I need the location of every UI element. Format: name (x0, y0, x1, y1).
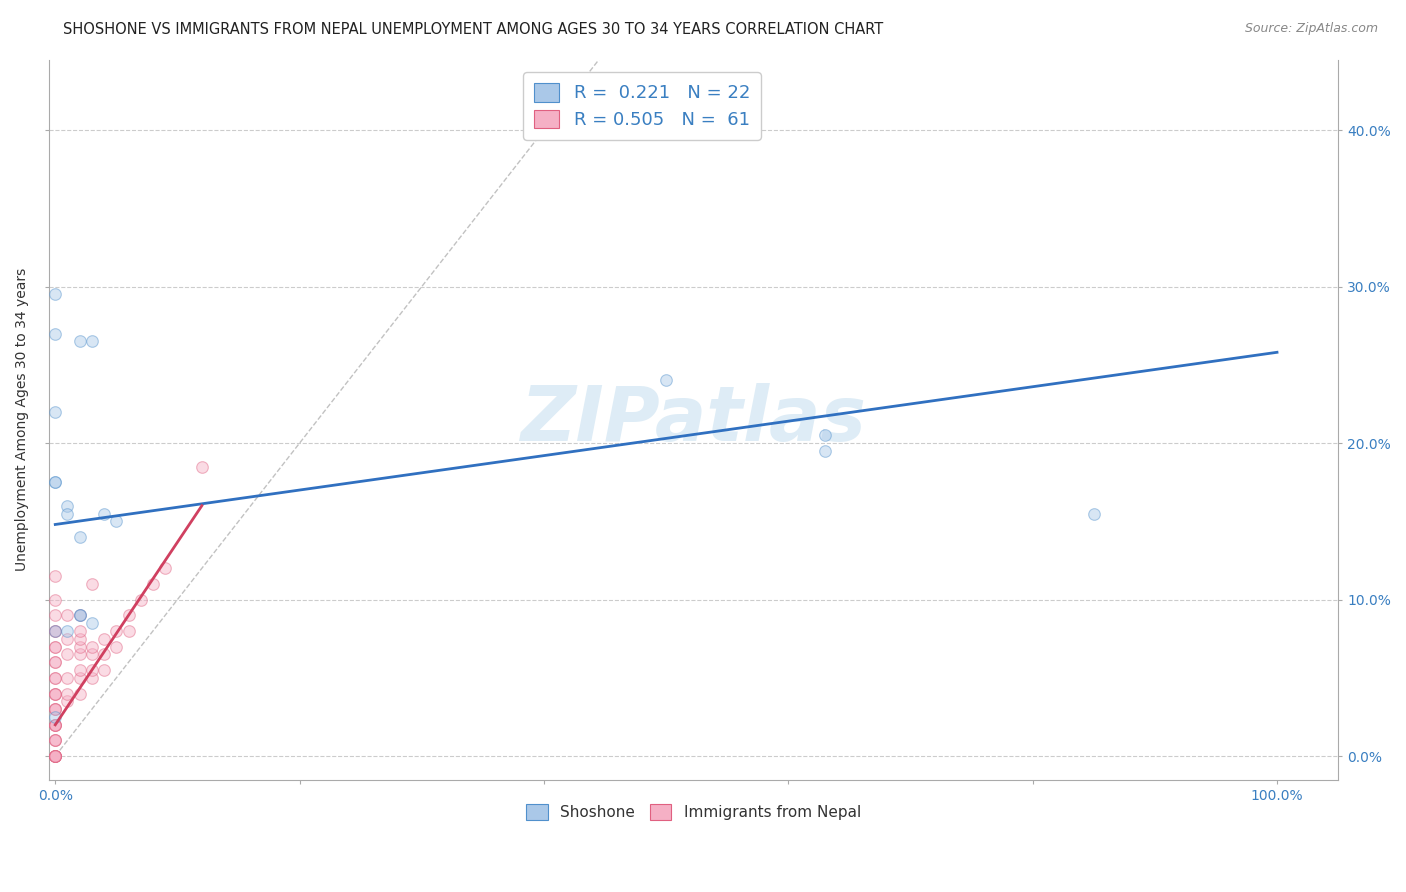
Point (69, 671, 91, 685)
Point (44, 702, 66, 716)
Point (93, 632, 115, 646)
Point (44, 749, 66, 764)
Point (117, 608, 139, 623)
Point (814, 428, 837, 442)
Point (44, 475, 66, 490)
Point (44, 733, 66, 747)
Point (80, 334, 103, 349)
Point (69, 608, 91, 623)
Point (44, 718, 66, 732)
Point (56, 686, 79, 700)
Point (69, 624, 91, 638)
Point (56, 648, 79, 662)
Point (44, 733, 66, 747)
Point (44, 475, 66, 490)
Point (44, 702, 66, 716)
Point (44, 671, 66, 685)
Point (44, 287, 66, 301)
Point (44, 710, 66, 724)
Point (44, 608, 66, 623)
Legend: Shoshone, Immigrants from Nepal: Shoshone, Immigrants from Nepal (520, 797, 868, 826)
Point (80, 663, 103, 677)
Point (69, 608, 91, 623)
Point (814, 444, 837, 458)
Point (69, 334, 91, 349)
Point (80, 671, 103, 685)
Point (142, 577, 165, 591)
Point (105, 514, 128, 528)
Point (44, 624, 66, 638)
Point (44, 718, 66, 732)
Point (56, 671, 79, 685)
Point (69, 608, 91, 623)
Point (44, 749, 66, 764)
Point (56, 507, 79, 521)
Point (69, 663, 91, 677)
Point (155, 561, 177, 575)
Point (80, 640, 103, 654)
Point (44, 592, 66, 607)
Point (69, 530, 91, 544)
Point (69, 648, 91, 662)
Point (44, 749, 66, 764)
Point (44, 671, 66, 685)
Point (44, 733, 66, 747)
Point (44, 569, 66, 583)
Point (44, 749, 66, 764)
Point (117, 624, 139, 638)
Point (129, 592, 152, 607)
Point (44, 749, 66, 764)
Point (93, 507, 115, 521)
Point (44, 686, 66, 700)
Point (44, 686, 66, 700)
Y-axis label: Unemployment Among Ages 30 to 34 years: Unemployment Among Ages 30 to 34 years (15, 268, 30, 571)
Point (44, 655, 66, 669)
Point (655, 374, 678, 388)
Point (56, 608, 79, 623)
Point (80, 577, 103, 591)
Point (44, 624, 66, 638)
Point (105, 624, 128, 638)
Point (44, 749, 66, 764)
Point (93, 663, 115, 677)
Point (191, 459, 214, 474)
Point (44, 718, 66, 732)
Point (80, 648, 103, 662)
Point (44, 624, 66, 638)
Point (69, 686, 91, 700)
Point (56, 632, 79, 646)
Point (44, 749, 66, 764)
Point (44, 405, 66, 419)
Point (93, 648, 115, 662)
Point (56, 694, 79, 708)
Point (44, 686, 66, 700)
Point (44, 640, 66, 654)
Text: ZIPatlas: ZIPatlas (520, 383, 866, 457)
Point (69, 640, 91, 654)
Point (69, 632, 91, 646)
Text: SHOSHONE VS IMMIGRANTS FROM NEPAL UNEMPLOYMENT AMONG AGES 30 TO 34 YEARS CORRELA: SHOSHONE VS IMMIGRANTS FROM NEPAL UNEMPL… (63, 22, 883, 37)
Point (44, 640, 66, 654)
Point (105, 640, 128, 654)
Point (56, 499, 79, 513)
Point (44, 655, 66, 669)
Point (56, 624, 79, 638)
Point (44, 702, 66, 716)
Point (44, 326, 66, 341)
Point (80, 616, 103, 631)
Text: Source: ZipAtlas.com: Source: ZipAtlas.com (1244, 22, 1378, 36)
Point (1083, 507, 1105, 521)
Point (44, 718, 66, 732)
